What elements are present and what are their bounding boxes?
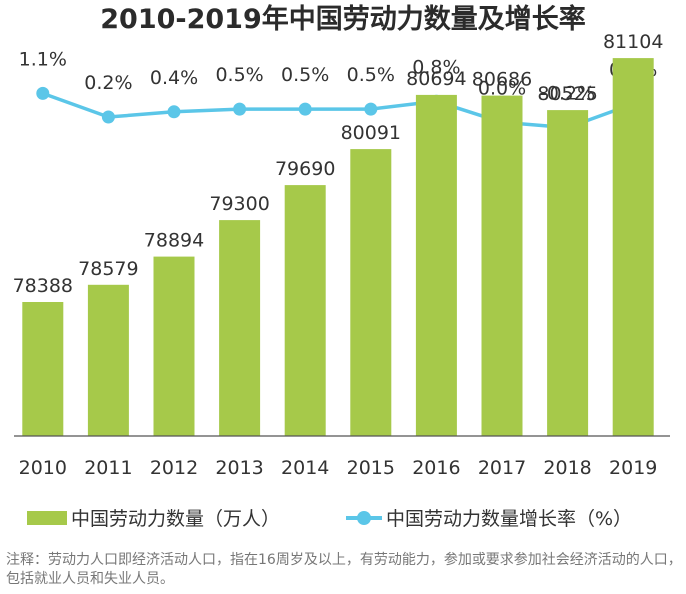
growth-rate-point (101, 110, 115, 124)
legend: 中国劳动力数量（万人） 中国劳动力数量增长率（%） (27, 508, 632, 530)
bar (350, 149, 392, 436)
growth-rate-label: 0.5% (215, 64, 263, 86)
bar-value-label: 78579 (78, 258, 138, 280)
growth-rate-label: 0.5% (281, 64, 329, 86)
legend-label-bar: 中国劳动力数量（万人） (71, 508, 280, 530)
growth-rate-label: 1.1% (19, 48, 67, 70)
bar (547, 110, 589, 436)
bar (153, 256, 195, 436)
growth-rate-line (42, 91, 634, 130)
growth-rate-line-layer: 1.1%0.2%0.4%0.5%0.5%0.5%0.8%0.0%-0.2%0.7… (19, 48, 657, 135)
x-tick-label: 2018 (543, 457, 591, 479)
legend-swatch-marker (357, 511, 371, 525)
x-tick-label: 2010 (19, 457, 67, 479)
x-tick-label: 2013 (215, 457, 263, 479)
bar-value-label: 79300 (209, 193, 269, 215)
x-axis-tick-labels: 2010 2011 2012 2013 2014 2015 2016 2017 2018 2019 (19, 457, 658, 479)
x-tick-label: 2012 (150, 457, 198, 479)
growth-rate-label: 0.2% (84, 72, 132, 94)
x-tick-label: 2011 (84, 457, 132, 479)
growth-rate-label: 0.8% (412, 56, 460, 78)
bar-value-label: 80686 (472, 69, 532, 91)
bar (481, 95, 523, 436)
bar (22, 302, 64, 436)
legend-swatch-bar (27, 511, 67, 525)
bar (284, 185, 326, 436)
x-tick-label: 2015 (347, 457, 395, 479)
growth-rate-point (167, 105, 181, 119)
growth-rate-point (233, 102, 247, 116)
growth-rate-point (36, 86, 50, 100)
bar (219, 220, 261, 436)
bar-value-label: 78388 (13, 275, 73, 297)
bar (87, 284, 129, 436)
growth-rate-label: 0.5% (347, 64, 395, 86)
legend-label-line: 中国劳动力数量增长率（%） (386, 508, 632, 530)
growth-rate-label: -0.2% (540, 83, 595, 105)
bar (612, 58, 654, 436)
bar (415, 94, 457, 437)
x-tick-label: 2017 (478, 457, 526, 479)
x-tick-label: 2016 (412, 457, 460, 479)
bar-value-label: 80694 (406, 68, 466, 90)
growth-rate-label: 0.0% (478, 77, 526, 99)
chart-canvas: 2010-2019年中国劳动力数量及增长率 1.1% 0.2% 0.4% 0.5% 0.… (13, 3, 670, 530)
growth-rate-label: 0.4% (150, 67, 198, 89)
x-tick-label: 2014 (281, 457, 329, 479)
bar-value-label: 79690 (275, 158, 335, 180)
bar-value-label: 80525 (537, 83, 597, 105)
growth-rate-point (298, 102, 312, 116)
footnote: 注释：劳动力人口即经济活动人口，指在16周岁及以上，有劳动能力，参加或要求参加社… (6, 552, 682, 587)
bar-value-label: 81104 (603, 31, 663, 53)
growth-rate-point (364, 102, 378, 116)
x-tick-label: 2019 (609, 457, 657, 479)
chart-title: 2010-2019年中国劳动力数量及增长率 (100, 3, 586, 35)
bar-value-label: 80091 (341, 122, 401, 144)
bar-value-label: 78894 (144, 230, 204, 252)
